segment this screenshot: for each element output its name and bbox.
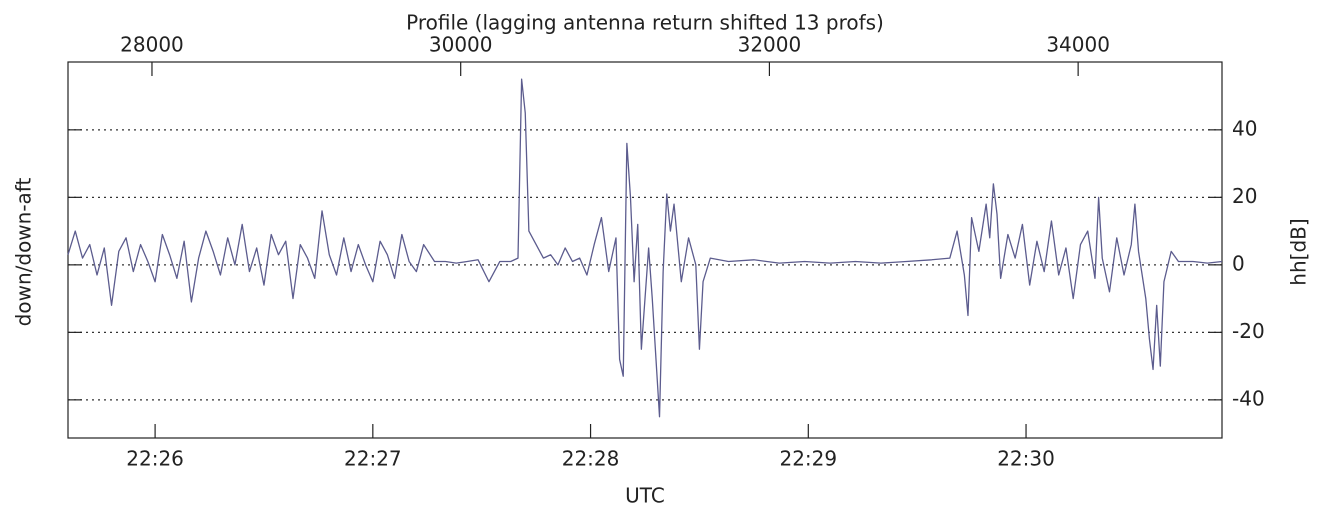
x-axis-label: UTC [625,484,665,508]
plot-frame [67,61,1223,439]
x-tick-label: 22:28 [562,447,620,471]
data-line [67,78,1223,418]
y-axis-label: down/down-aft [12,178,36,327]
chart-title: Profile (lagging antenna return shifted … [406,11,884,35]
x-tick-label: 22:29 [779,447,837,471]
x-tick-label: 22:30 [997,447,1055,471]
y-tick-label: -40 [1232,386,1265,410]
x2-tick-label: 34000 [1046,33,1110,57]
x2-tick-label: 32000 [738,33,802,57]
y-tick-label: -20 [1232,319,1265,343]
x-tick-label: 22:27 [344,447,402,471]
x2-tick-label: 28000 [120,33,184,57]
y-tick-label: 20 [1232,184,1257,208]
x-tick-label: 22:26 [126,447,184,471]
y2-axis-label: hh[dB] [1287,218,1311,285]
x2-tick-label: 30000 [429,33,493,57]
y-tick-label: 40 [1232,116,1257,140]
y-tick-label: 0 [1232,251,1245,275]
